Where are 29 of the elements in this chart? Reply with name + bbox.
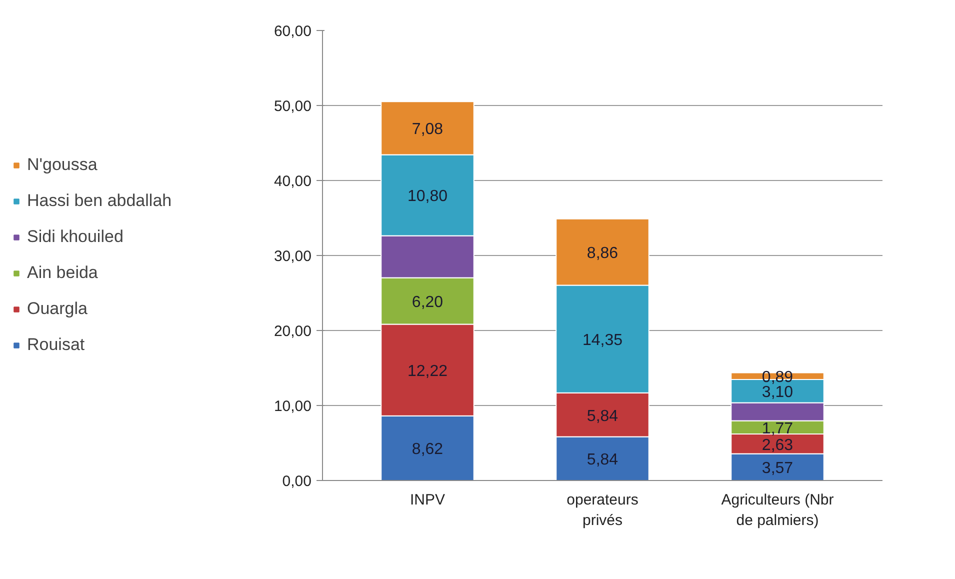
- data-label: 7,08: [412, 121, 444, 138]
- data-label: 5,84: [586, 408, 618, 425]
- data-label: 1,77: [762, 420, 794, 438]
- x-tick-label: Agriculteurs (Nbr de palmiers): [721, 492, 834, 529]
- x-tick-label: operateurs privés: [566, 492, 638, 529]
- y-tick-label: 60,00: [274, 23, 312, 40]
- legend-label: Rouisat: [27, 334, 85, 354]
- y-tick-label: 30,00: [274, 248, 312, 265]
- data-label: 14,35: [582, 332, 623, 350]
- data-label: 2,63: [762, 436, 794, 454]
- x-tick-label: INPV: [410, 492, 446, 508]
- data-label: 3,10: [762, 384, 794, 402]
- y-tick-label: 10,00: [274, 398, 312, 415]
- data-label: 10,80: [407, 188, 448, 206]
- data-label: 5,84: [586, 452, 618, 469]
- y-tick-label: 40,00: [274, 173, 312, 190]
- data-label: 8,62: [412, 441, 444, 458]
- y-tick-label: 50,00: [274, 98, 312, 115]
- y-tick-label: 20,00: [274, 323, 312, 340]
- data-label: 8,86: [586, 245, 618, 262]
- data-label: 6,20: [412, 294, 444, 311]
- legend-label: Sidi khouiled: [27, 226, 124, 246]
- y-tick-label: 0,00: [282, 473, 312, 490]
- legend-label: Hassi ben abdallah: [27, 190, 172, 210]
- legend-label: Ouargla: [27, 298, 88, 318]
- data-label: 12,22: [407, 363, 448, 380]
- data-label: 3,57: [762, 460, 794, 478]
- legend-label: N'goussa: [27, 154, 98, 174]
- legend-label: Ain beida: [27, 262, 98, 282]
